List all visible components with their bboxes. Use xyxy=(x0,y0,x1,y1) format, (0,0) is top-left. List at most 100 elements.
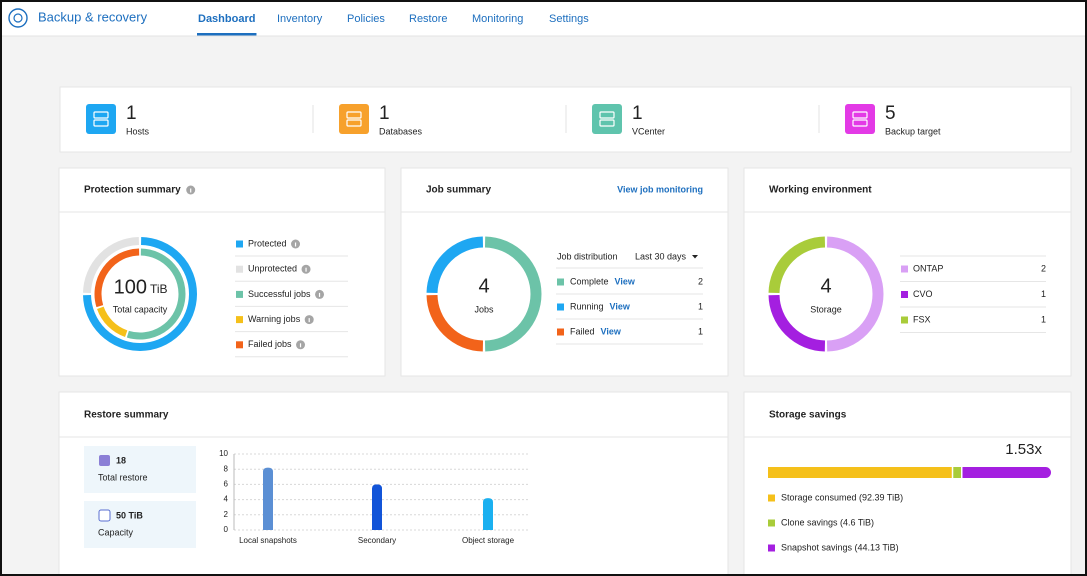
donut-segment xyxy=(126,248,186,340)
logo xyxy=(8,8,28,28)
stat-value: 5 xyxy=(885,103,896,124)
stat-box-icon xyxy=(98,509,111,522)
donut-center-value: 4 xyxy=(820,275,831,297)
donut-segment xyxy=(768,294,826,352)
donut-segment xyxy=(97,306,128,337)
stat-icon-glyph xyxy=(346,119,362,127)
stat-box-value: 50 TiB xyxy=(116,510,143,520)
y-tick-label: 2 xyxy=(224,510,229,519)
savings-ratio: 1.53x xyxy=(1005,441,1042,458)
x-tick-label: Local snapshots xyxy=(239,536,297,545)
nav-tab[interactable]: Dashboard xyxy=(198,13,255,25)
card xyxy=(400,167,729,377)
stat-value: 1 xyxy=(126,103,137,124)
donut-center-label: Storage xyxy=(810,304,842,314)
link[interactable]: View job monitoring xyxy=(617,184,703,194)
savings-segment xyxy=(953,467,962,478)
donut-segment xyxy=(484,236,542,352)
view-link[interactable]: View xyxy=(601,326,622,336)
legend-swatch xyxy=(768,519,775,527)
top-bar xyxy=(0,0,1087,36)
job-count: 1 xyxy=(698,301,703,311)
stat-box-icon xyxy=(99,455,110,466)
y-tick-label: 0 xyxy=(224,525,229,534)
info-icon-glyph xyxy=(190,188,192,193)
view-link[interactable]: View xyxy=(615,276,636,286)
x-tick-label: Object storage xyxy=(462,536,515,545)
legend-swatch xyxy=(236,290,243,298)
info-icon-glyph xyxy=(294,242,297,247)
savings-segment xyxy=(962,467,1051,478)
card-title: Storage savings xyxy=(769,410,847,421)
donut-segment xyxy=(826,236,884,352)
legend-swatch xyxy=(901,291,908,298)
legend-swatch xyxy=(236,341,243,349)
environment-name: CVO xyxy=(913,289,933,299)
logo-inner xyxy=(13,13,23,23)
distribution-label: Job distribution xyxy=(557,251,618,261)
donut-segment xyxy=(426,294,484,352)
dropdown-caret[interactable] xyxy=(692,255,698,259)
stat-icon-glyph xyxy=(599,111,615,119)
environment-name: FSX xyxy=(913,314,931,324)
stat-icon xyxy=(86,104,116,134)
stat-box xyxy=(84,446,196,493)
legend-swatch xyxy=(901,316,908,324)
y-tick-label: 8 xyxy=(224,464,229,473)
active-tab-indicator xyxy=(197,33,257,36)
nav-tab[interactable]: Inventory xyxy=(277,13,323,25)
job-status: Complete xyxy=(570,276,609,286)
app-title: Backup & recovery xyxy=(38,9,148,24)
nav-tab[interactable]: Settings xyxy=(549,13,589,25)
stat-icon-glyph xyxy=(346,111,362,119)
stat-box xyxy=(84,501,196,548)
stat-icon-glyph xyxy=(93,119,109,127)
bar xyxy=(483,498,493,530)
nav-tab[interactable]: Restore xyxy=(409,13,448,25)
nav-tab[interactable]: Policies xyxy=(347,13,385,25)
donut-center-label: Jobs xyxy=(474,304,494,314)
legend-label: Clone savings (4.6 TiB) xyxy=(781,517,874,527)
job-count: 1 xyxy=(698,326,703,336)
stat-label: VCenter xyxy=(632,126,665,136)
view-link[interactable]: View xyxy=(610,301,631,311)
legend-swatch xyxy=(768,544,775,552)
stat-box-label: Capacity xyxy=(98,527,134,537)
nav-tab[interactable]: Monitoring xyxy=(472,13,523,25)
card-title: Restore summary xyxy=(84,410,169,421)
legend-label: Successful jobs xyxy=(248,289,311,299)
stat-label: Hosts xyxy=(126,126,150,136)
stat-icon-glyph xyxy=(599,119,615,127)
stat-value: 1 xyxy=(632,103,643,124)
savings-segment xyxy=(768,467,952,478)
period-select[interactable]: Last 30 days xyxy=(635,251,687,261)
x-tick-label: Secondary xyxy=(358,536,396,545)
legend-label: Protected xyxy=(248,238,287,248)
y-tick-label: 4 xyxy=(224,495,229,504)
stat-value: 1 xyxy=(379,103,390,124)
legend-label: Failed jobs xyxy=(248,339,292,349)
legend-swatch xyxy=(768,494,775,502)
info-icon-glyph xyxy=(305,267,307,272)
stat-label: Databases xyxy=(379,126,423,136)
info-icon-glyph xyxy=(299,343,302,348)
legend-swatch xyxy=(557,328,564,336)
legend-label: Snapshot savings (44.13 TiB) xyxy=(781,542,899,552)
info-icon-glyph xyxy=(318,292,321,297)
total-unit: TiB xyxy=(150,282,168,296)
environment-count: 1 xyxy=(1041,314,1046,324)
bar xyxy=(372,484,382,530)
total-value: 100 xyxy=(114,276,147,298)
stat-icon-glyph xyxy=(93,111,109,119)
card-title: Working environment xyxy=(769,185,872,196)
legend-swatch xyxy=(236,316,243,324)
card-title: Protection summary xyxy=(84,185,181,196)
stat-icon xyxy=(592,104,622,134)
job-status: Running xyxy=(570,301,604,311)
donut-segment xyxy=(83,237,140,294)
bar xyxy=(263,467,273,530)
legend-swatch xyxy=(557,278,564,286)
card-title: Job summary xyxy=(426,185,491,196)
